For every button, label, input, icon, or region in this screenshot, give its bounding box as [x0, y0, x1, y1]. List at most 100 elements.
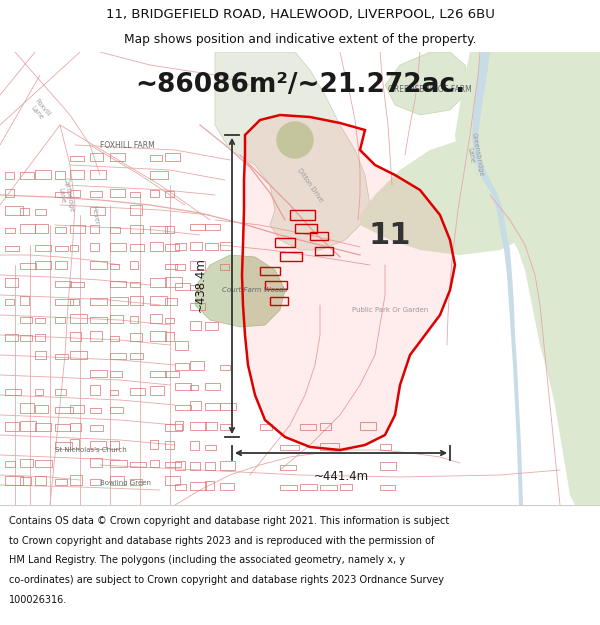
- Bar: [35, 476, 46, 485]
- Bar: [90, 331, 102, 341]
- Text: co-ordinates) are subject to Crown copyright and database rights 2023 Ordnance S: co-ordinates) are subject to Crown copyr…: [9, 575, 444, 585]
- Bar: [35, 406, 48, 413]
- Bar: [150, 371, 166, 377]
- Bar: [70, 422, 80, 431]
- Bar: [205, 481, 214, 490]
- Bar: [150, 242, 163, 251]
- Bar: [205, 462, 215, 470]
- Bar: [360, 422, 376, 430]
- Bar: [130, 353, 143, 359]
- Bar: [320, 443, 339, 450]
- Bar: [130, 205, 142, 215]
- Bar: [220, 403, 236, 410]
- Bar: [205, 422, 217, 430]
- Text: FOXHILL FARM: FOXHILL FARM: [100, 141, 155, 149]
- Bar: [175, 242, 186, 250]
- Bar: [280, 445, 299, 450]
- Polygon shape: [385, 52, 470, 115]
- Bar: [315, 247, 333, 255]
- Bar: [175, 461, 185, 470]
- Bar: [70, 299, 79, 305]
- Bar: [35, 209, 46, 215]
- Bar: [55, 318, 65, 323]
- Text: Hever: Hever: [91, 205, 100, 225]
- Bar: [70, 476, 82, 485]
- Bar: [220, 424, 232, 430]
- Bar: [90, 226, 100, 233]
- Bar: [70, 156, 83, 161]
- Bar: [5, 228, 15, 233]
- Bar: [5, 246, 19, 251]
- Bar: [110, 390, 118, 395]
- Bar: [205, 444, 216, 450]
- Bar: [130, 388, 145, 395]
- Bar: [165, 264, 177, 269]
- Bar: [265, 281, 287, 289]
- Circle shape: [277, 122, 313, 158]
- Bar: [90, 298, 107, 305]
- Text: Court Farm Woods: Court Farm Woods: [223, 287, 287, 293]
- Bar: [220, 264, 229, 270]
- Bar: [70, 245, 78, 251]
- Bar: [70, 439, 79, 449]
- Bar: [5, 389, 22, 395]
- Bar: [110, 336, 119, 341]
- Text: HM Land Registry. The polygons (including the associated geometry, namely x, y: HM Land Registry. The polygons (includin…: [9, 556, 405, 566]
- Bar: [55, 192, 70, 197]
- Bar: [90, 458, 102, 467]
- Bar: [20, 421, 36, 431]
- Bar: [150, 191, 159, 197]
- Bar: [130, 192, 140, 197]
- Bar: [190, 321, 201, 330]
- Bar: [5, 278, 17, 287]
- Bar: [70, 191, 80, 197]
- Bar: [300, 484, 317, 490]
- Bar: [20, 224, 35, 233]
- Bar: [380, 462, 396, 470]
- Bar: [5, 334, 18, 341]
- Bar: [90, 169, 106, 179]
- Bar: [70, 351, 87, 359]
- Bar: [205, 243, 218, 250]
- Bar: [190, 441, 199, 450]
- Text: to Crown copyright and database rights 2023 and is reproduced with the permissio: to Crown copyright and database rights 2…: [9, 536, 434, 546]
- Text: 100026316.: 100026316.: [9, 595, 67, 605]
- Bar: [110, 242, 127, 251]
- Bar: [150, 331, 166, 341]
- Bar: [150, 171, 167, 179]
- Bar: [190, 361, 205, 370]
- Bar: [150, 314, 162, 323]
- Bar: [70, 170, 85, 179]
- Bar: [165, 191, 173, 197]
- Bar: [380, 484, 395, 490]
- Bar: [220, 483, 234, 490]
- Bar: [5, 171, 14, 179]
- Text: 11: 11: [369, 221, 411, 249]
- Bar: [190, 401, 202, 410]
- Bar: [90, 154, 103, 161]
- Bar: [35, 170, 51, 179]
- Bar: [110, 189, 125, 197]
- Bar: [165, 277, 182, 287]
- Bar: [20, 334, 32, 341]
- Bar: [55, 354, 68, 359]
- Bar: [90, 243, 99, 251]
- Bar: [165, 153, 181, 161]
- Bar: [35, 318, 45, 323]
- Polygon shape: [215, 52, 370, 250]
- Bar: [110, 441, 119, 449]
- Bar: [270, 297, 288, 305]
- Bar: [205, 224, 220, 230]
- Bar: [280, 485, 297, 490]
- Bar: [20, 263, 36, 269]
- Text: Public Park Or Garden: Public Park Or Garden: [352, 307, 428, 313]
- Bar: [220, 461, 235, 470]
- Bar: [205, 322, 218, 330]
- Bar: [20, 477, 31, 485]
- Bar: [5, 461, 14, 467]
- Bar: [165, 476, 180, 485]
- Bar: [5, 206, 23, 215]
- Bar: [205, 402, 220, 410]
- Bar: [165, 298, 177, 305]
- Bar: [290, 210, 315, 220]
